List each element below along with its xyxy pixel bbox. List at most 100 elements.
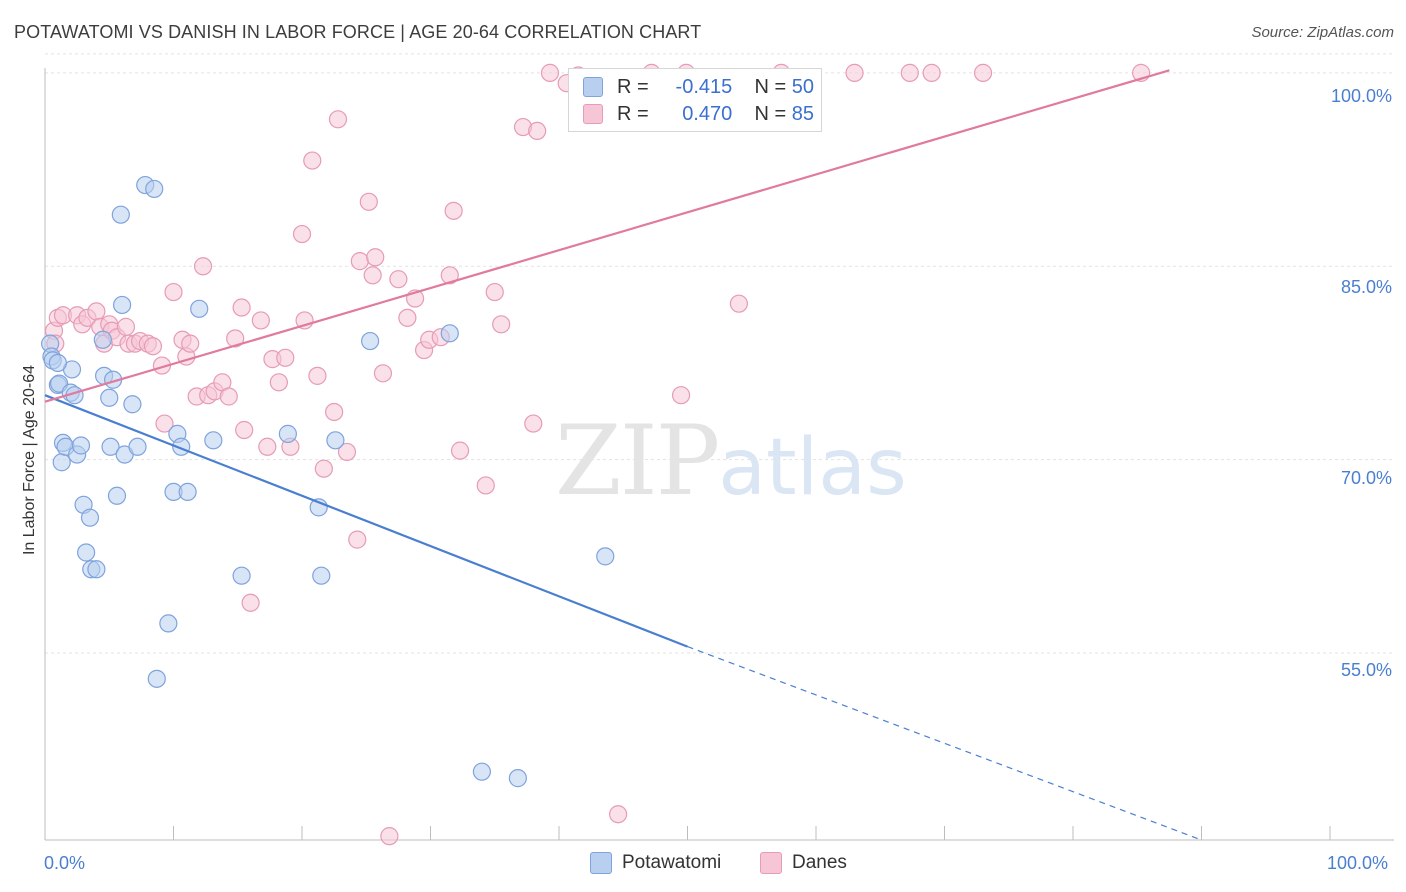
danes-point-83 [973, 63, 993, 82]
axes [44, 68, 1394, 841]
legend-swatch-pink [760, 852, 782, 874]
danes-point-67 [492, 315, 511, 334]
potawatomi-point-42 [312, 566, 331, 585]
y-tick-label-100: 100.0% [1330, 86, 1392, 106]
source-label: Source: ZipAtlas.com [1251, 24, 1394, 41]
danes-trend-line [44, 69, 1170, 403]
potawatomi-point-48 [596, 547, 615, 566]
danes-point-35 [251, 311, 270, 330]
potawatomi-point-15 [80, 508, 100, 527]
danes-point-30 [219, 387, 238, 406]
potawatomi-point-49 [48, 353, 67, 373]
danes-point-45 [314, 459, 333, 478]
danes-point-38 [269, 373, 288, 392]
potawatomi-point-45 [440, 324, 459, 343]
potawatomi-point-38 [204, 431, 223, 450]
potawatomi-trend-extension [687, 646, 1202, 841]
danes-point-31 [226, 329, 245, 348]
legend-swatch-blue [590, 852, 612, 874]
danes-point-36 [258, 437, 277, 456]
potawatomi-point-46 [472, 762, 491, 781]
legend-row-danes: R = 0.470 N = 85 [583, 102, 814, 126]
potawatomi-point-12 [71, 436, 91, 455]
legend-label-danes: Danes [792, 852, 847, 873]
danes-point-74 [609, 805, 628, 824]
danes-point-62 [440, 266, 459, 285]
danes-point-76 [671, 386, 691, 405]
danes-point-53 [366, 248, 385, 267]
danes-point-63 [444, 201, 463, 220]
legend-r-label: R = [617, 75, 649, 98]
danes-point-81 [900, 63, 919, 82]
potawatomi-point-37 [190, 299, 209, 318]
danes-point-26 [193, 257, 213, 276]
legend-n-label: N = [754, 102, 787, 125]
danes-point-52 [363, 266, 382, 285]
potawatomi-point-23 [107, 486, 127, 505]
y-tick-label-55: 55.0% [1340, 660, 1392, 680]
x-tick-label-0: 0.0% [44, 853, 86, 873]
danes-point-69 [524, 414, 543, 433]
danes-point-41 [292, 224, 312, 244]
potawatomi-point-5 [52, 453, 71, 472]
danes-point-13 [116, 317, 136, 336]
potawatomi-point-32 [159, 614, 178, 633]
potawatomi-point-39 [232, 566, 251, 585]
potawatomi-point-20 [100, 388, 119, 407]
danes-point-18 [143, 337, 163, 356]
danes-point-82 [922, 63, 941, 82]
potawatomi-point-36 [178, 482, 197, 502]
y-axis-label: In Labor Force | Age 20-64 [21, 364, 38, 556]
trend-lines [44, 69, 1202, 841]
danes-point-34 [241, 593, 260, 612]
danes-point-57 [398, 308, 417, 327]
danes-point-44 [308, 366, 327, 385]
danes-point-54 [373, 364, 393, 383]
danes-point-49 [348, 530, 367, 549]
potawatomi-point-28 [128, 437, 147, 456]
legend-swatch-blue [583, 77, 603, 97]
legend-r-label: R = [617, 102, 649, 125]
potawatomi-point-21 [101, 437, 120, 456]
potawatomi-point-17 [87, 560, 106, 579]
danes-point-56 [389, 270, 408, 289]
watermark: ZIPatlas [555, 405, 907, 517]
danes-point-47 [328, 110, 348, 129]
legend-n-label: N = [754, 75, 787, 98]
potawatomi-point-47 [508, 769, 527, 788]
legend-n-value: 85 [791, 102, 814, 125]
legend-label-potawatomi: Potawatomi [622, 852, 722, 873]
chart-title: POTAWATOMI VS DANISH IN LABOR FORCE | AG… [14, 22, 702, 42]
legend-item-potawatomi: Potawatomi [590, 852, 721, 874]
y-tick-label-85: 85.0% [1340, 277, 1392, 297]
potawatomi-point-31 [147, 669, 166, 688]
watermark-atlas: atlas [718, 423, 907, 513]
danes-point-65 [476, 476, 495, 495]
danes-point-66 [485, 282, 504, 302]
danes-point-80 [845, 63, 864, 82]
danes-point-64 [450, 441, 470, 460]
potawatomi-point-14 [77, 543, 96, 562]
legend-r-value: -0.415 [675, 75, 733, 98]
legend-swatch-pink [583, 104, 603, 124]
grid-lines [45, 53, 1394, 654]
danes-point-7 [87, 302, 106, 321]
danes-point-21 [164, 282, 183, 302]
danes-point-43 [303, 151, 322, 170]
danes-point-50 [350, 252, 369, 271]
potawatomi-point-25 [112, 295, 132, 315]
watermark-zip: ZIP [555, 405, 720, 517]
danes-points [44, 63, 1151, 846]
potawatomi-point-27 [123, 395, 142, 414]
potawatomi-point-24 [111, 205, 130, 224]
y-tick-label-70: 70.0% [1340, 468, 1392, 488]
potawatomi-trend-line [44, 394, 688, 648]
danes-point-32 [232, 298, 251, 317]
danes-point-48 [337, 442, 357, 462]
danes-point-20 [155, 414, 174, 433]
x-tick-label-100: 100.0% [1327, 853, 1389, 873]
correlation-legend: R = -0.415 N = 50 R = 0.470 N = 85 [568, 68, 822, 132]
legend-item-danes: Danes [760, 852, 847, 874]
legend-r-value: 0.470 [682, 102, 733, 125]
